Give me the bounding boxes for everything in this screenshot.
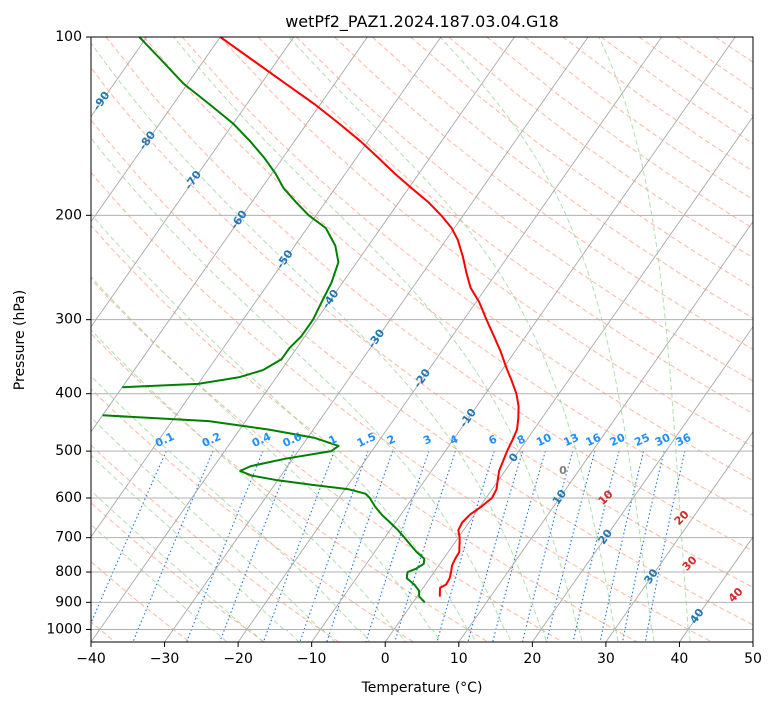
mixing-ratio-line <box>467 450 524 642</box>
isotherm-line <box>311 37 736 642</box>
mixing-ratio-line <box>622 450 665 642</box>
isotherm-line <box>531 325 753 642</box>
moist-adiabat-line <box>173 37 583 642</box>
mixing-ratio-label: 10 <box>534 431 554 449</box>
mixing-ratio-label: 30 <box>653 431 673 449</box>
x-tick-label: −10 <box>297 651 327 667</box>
moist-adiabat-line <box>91 42 547 642</box>
moist-adiabat-label: 0 <box>559 464 567 477</box>
dry-adiabat-line <box>105 37 753 552</box>
isotherm-line <box>458 220 753 642</box>
mixing-ratio-line <box>365 450 430 642</box>
mixing-ratio-label: 13 <box>562 431 581 449</box>
isotherm-line <box>384 115 753 642</box>
isotherm-line <box>91 37 295 328</box>
x-tick-label: 30 <box>597 651 615 667</box>
mixing-ratio-line <box>262 450 335 642</box>
mixing-ratio-line <box>436 450 495 642</box>
series-line-2 <box>122 37 340 389</box>
moist-adiabat-line <box>91 490 264 642</box>
moist-adiabat-line <box>439 37 655 642</box>
moist-adiabat-line <box>91 329 406 642</box>
y-tick-label: 600 <box>55 490 82 506</box>
moist-adiabat-line <box>91 416 336 642</box>
mixing-ratio-line <box>326 450 394 642</box>
moist-adiabat-line <box>91 137 512 642</box>
dry-adiabat-line <box>334 37 753 350</box>
dry-adiabat-line <box>372 37 753 319</box>
isotherm-line <box>237 37 662 642</box>
mixing-ratio-line <box>546 450 596 642</box>
moist-adiabat-line <box>91 523 228 642</box>
x-axis-label: Temperature (°C) <box>361 680 483 696</box>
x-axis: −40 −30 −20 −10 0 10 20 30 40 50 <box>76 642 762 667</box>
isotherm-line <box>91 37 221 223</box>
isotherm-line <box>91 37 442 538</box>
moist-adiabat-line <box>91 213 477 642</box>
y-tick-label: 400 <box>55 386 82 402</box>
isotherm-line <box>91 37 368 433</box>
y-tick-label: 500 <box>55 443 82 459</box>
y-tick-label: 700 <box>55 530 82 546</box>
mixing-ratio-line <box>219 450 295 642</box>
y-tick-label: 200 <box>55 207 82 223</box>
dry-adiabat-line <box>91 388 414 642</box>
mixing-ratio-line <box>644 450 686 642</box>
y-tick-label: 800 <box>55 564 82 580</box>
series-line-0 <box>219 37 520 597</box>
x-tick-label: 40 <box>671 651 689 667</box>
isotherm-line <box>605 431 753 642</box>
dry-adiabat-line <box>410 37 753 289</box>
x-tick-label: 0 <box>381 651 390 667</box>
mixing-ratio-label: 20 <box>608 431 628 449</box>
moist-adiabat-line <box>91 276 442 642</box>
dry-adiabat-line <box>91 561 191 642</box>
y-tick-label: 900 <box>55 594 82 610</box>
chart-title: wetPf2_PAZ1.2024.187.03.04.G18 <box>285 12 559 32</box>
dry-adiabat-line <box>91 118 753 626</box>
mixing-ratio-line <box>186 450 264 642</box>
moist-adiabat-line <box>91 375 371 642</box>
mixing-ratio-line <box>599 450 645 642</box>
mixing-ratio-line <box>521 450 574 642</box>
x-tick-label: −30 <box>150 651 180 667</box>
y-tick-label: 300 <box>55 312 82 328</box>
background-lines <box>91 37 753 642</box>
x-tick-label: 20 <box>523 651 541 667</box>
moist-adiabat-line <box>288 37 619 642</box>
y-axis: 100 200 300 400 500 600 700 800 900 1000 <box>46 29 91 637</box>
mixing-ratio-label: 36 <box>674 431 694 449</box>
x-tick-label: −20 <box>223 651 253 667</box>
dry-adiabat-line <box>91 444 340 642</box>
isotherm-line <box>91 37 515 642</box>
mixing-ratio-line <box>572 450 620 642</box>
x-tick-label: 10 <box>450 651 468 667</box>
y-tick-label: 1000 <box>46 621 82 637</box>
mixing-ratio-label: 25 <box>632 431 651 449</box>
moist-adiabat-line <box>91 454 300 642</box>
x-tick-label: 50 <box>744 651 762 667</box>
plot-frame <box>90 36 754 643</box>
dry-adiabat-line <box>91 171 713 642</box>
dry-adiabat-line <box>143 37 753 516</box>
moist-adiabat-line <box>598 37 691 642</box>
profile-series <box>102 37 520 604</box>
x-tick-label: −40 <box>76 651 106 667</box>
dry-adiabat-line <box>91 66 753 589</box>
isotherm-line <box>164 37 589 642</box>
isotherm-line <box>679 536 753 642</box>
y-axis-label: Pressure (hPa) <box>12 290 28 390</box>
mixing-ratio-label: 16 <box>584 431 604 449</box>
y-tick-label: 100 <box>55 29 82 45</box>
series-line-1 <box>102 414 426 604</box>
